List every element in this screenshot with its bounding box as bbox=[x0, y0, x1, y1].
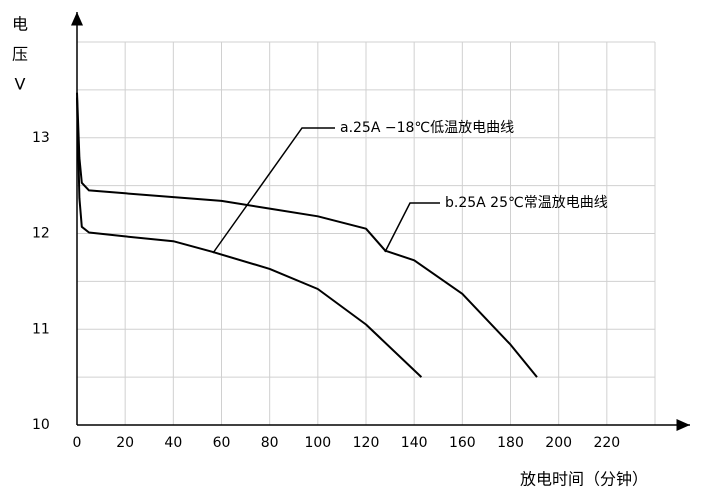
y-tick-label: 12 bbox=[32, 226, 50, 242]
x-tick-label: 120 bbox=[353, 435, 380, 451]
x-tick-label: 220 bbox=[593, 435, 620, 451]
x-tick-label: 20 bbox=[116, 435, 134, 451]
x-tick-label: 140 bbox=[401, 435, 428, 451]
x-tick-label: 60 bbox=[213, 435, 231, 451]
y-tick-label: 10 bbox=[32, 417, 50, 433]
data-line bbox=[76, 97, 423, 378]
x-tick-label: 200 bbox=[545, 435, 572, 451]
y-tick-label: 11 bbox=[32, 321, 50, 337]
x-tick-label: 100 bbox=[304, 435, 331, 451]
y-tick-label: 13 bbox=[32, 130, 50, 146]
x-tick-label: 160 bbox=[449, 435, 476, 451]
annotation: a.25A −18℃低温放电曲线 bbox=[340, 120, 514, 136]
y-axis-label: 电 bbox=[12, 15, 28, 34]
x-tick-label: 180 bbox=[497, 435, 524, 451]
x-axis-label: 放电时间（分钟） bbox=[520, 470, 648, 489]
y-axis-label: V bbox=[15, 75, 26, 94]
leader-line bbox=[384, 202, 440, 253]
data-line bbox=[76, 92, 538, 378]
x-tick-label: 0 bbox=[73, 435, 82, 451]
leader-line bbox=[212, 127, 335, 254]
annotation: b.25A 25℃常温放电曲线 bbox=[445, 195, 608, 211]
x-tick-label: 40 bbox=[164, 435, 182, 451]
y-axis-label: 压 bbox=[12, 45, 28, 64]
x-tick-label: 80 bbox=[261, 435, 279, 451]
